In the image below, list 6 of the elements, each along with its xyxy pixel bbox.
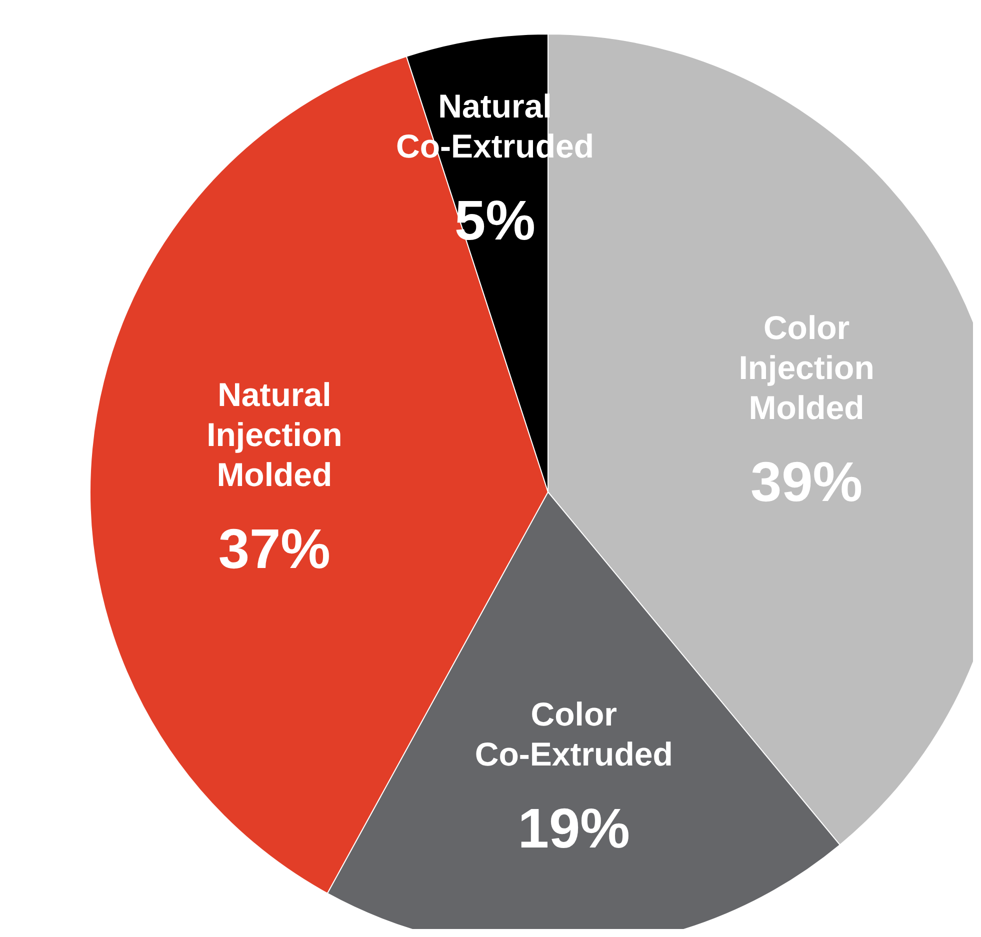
data-label: 39% <box>750 450 863 513</box>
slice-label: Color Injection Molded <box>738 308 874 426</box>
data-label: 37% <box>218 517 330 580</box>
data-label: 19% <box>518 796 630 860</box>
slice-label: Natural Injection Molded <box>206 376 342 494</box>
slice-label: Color Co-Extruded <box>474 696 673 773</box>
